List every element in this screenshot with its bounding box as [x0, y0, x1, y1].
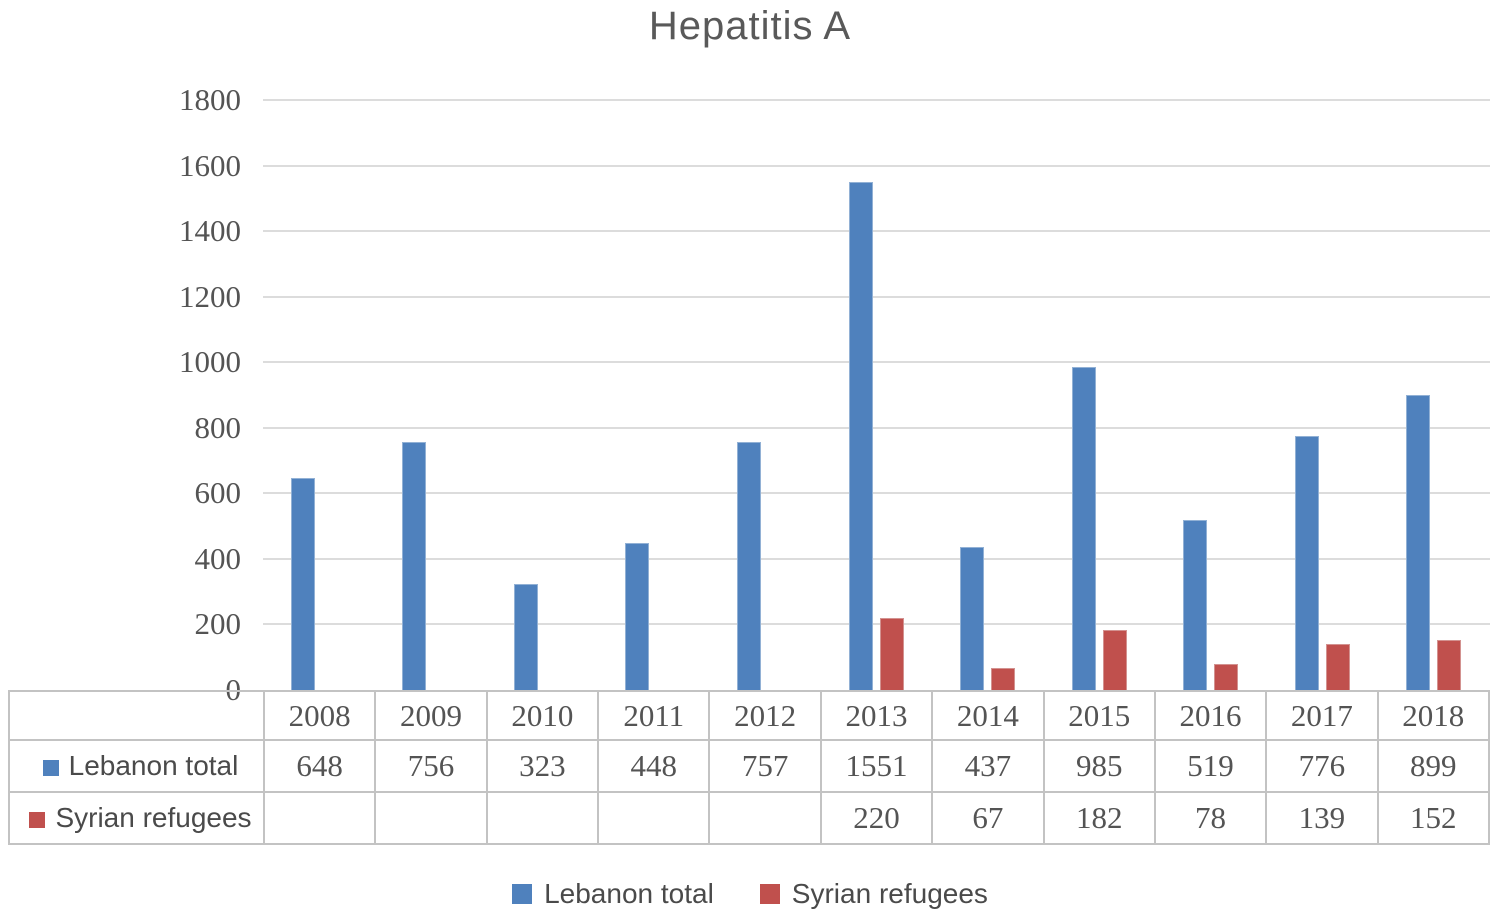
value-syrian-refugees-2017: 139 — [1265, 791, 1379, 845]
bar-syrian-refugees-2013 — [880, 618, 904, 690]
y-axis-label-600: 600 — [194, 475, 242, 511]
x-axis-label-2011: 2011 — [597, 690, 711, 741]
value-syrian-refugees-2015: 182 — [1042, 791, 1156, 845]
bar-lebanon-total-2009 — [402, 442, 426, 690]
y-axis-label-1600: 1600 — [179, 147, 241, 183]
x-axis-label-2016: 2016 — [1153, 690, 1268, 741]
table-corner-cell — [8, 690, 265, 741]
chart-title: Hepatitis A — [648, 4, 852, 48]
table-row-lebanon-total: Lebanon total 648 756 323 448 757 1551 437 985 51… — [8, 739, 1491, 793]
y-axis-label-1200: 1200 — [179, 278, 241, 314]
bar-syrian-refugees-2016 — [1214, 664, 1238, 690]
series-label-syrian-refugees: Syrian refugees — [8, 791, 265, 845]
x-axis-label-2008: 2008 — [262, 690, 377, 741]
bar-syrian-refugees-2015 — [1103, 630, 1127, 690]
bar-lebanon-total-2011 — [625, 543, 649, 690]
x-axis-label-2012: 2012 — [708, 690, 822, 741]
value-lebanon-total-2016: 519 — [1153, 739, 1268, 793]
bar-syrian-refugees-2017 — [1326, 644, 1350, 690]
gridline-1200 — [263, 295, 1490, 298]
legend-item-syrian-refugees: Syrian refugees — [759, 878, 988, 910]
x-axis-label-2015: 2015 — [1042, 690, 1156, 741]
gridline-600 — [263, 492, 1490, 495]
value-syrian-refugees-2011 — [597, 791, 711, 845]
value-lebanon-total-2008: 648 — [262, 739, 377, 793]
gridline-1400 — [263, 230, 1490, 233]
gridline-400 — [263, 557, 1490, 560]
y-axis-label-400: 400 — [194, 540, 242, 576]
bar-lebanon-total-2015 — [1072, 367, 1096, 690]
value-lebanon-total-2011: 448 — [597, 739, 711, 793]
series-name: Syrian refugees — [55, 802, 252, 833]
gridline-1800 — [263, 99, 1490, 101]
y-axis-label-1800: 1800 — [179, 82, 241, 117]
bar-lebanon-total-2017 — [1295, 436, 1319, 690]
gridline-800 — [263, 426, 1490, 429]
value-syrian-refugees-2018: 152 — [1376, 791, 1491, 845]
syrian-refugees-legend-swatch-icon — [759, 884, 780, 904]
x-axis-label-2017: 2017 — [1265, 690, 1379, 741]
value-syrian-refugees-2016: 78 — [1153, 791, 1268, 845]
value-lebanon-total-2014: 437 — [931, 739, 1045, 793]
x-axis-label-2010: 2010 — [485, 690, 600, 741]
value-syrian-refugees-2014: 67 — [931, 791, 1045, 845]
bar-lebanon-total-2014 — [960, 547, 984, 690]
bar-syrian-refugees-2018 — [1437, 640, 1461, 690]
value-lebanon-total-2018: 899 — [1376, 739, 1491, 793]
bar-lebanon-total-2008 — [291, 478, 315, 690]
legend-item-lebanon-total: Lebanon total — [512, 878, 714, 910]
table-row-syrian-refugees: Syrian refugees 220 67 182 78 139 152 — [8, 791, 1491, 845]
y-axis-label-1000: 1000 — [179, 344, 241, 380]
value-syrian-refugees-2013: 220 — [819, 791, 934, 845]
bar-lebanon-total-2013 — [849, 182, 873, 690]
gridline-1000 — [263, 361, 1490, 364]
series-label-lebanon-total: Lebanon total — [8, 739, 265, 793]
bar-lebanon-total-2016 — [1183, 520, 1207, 690]
gridline-200 — [263, 623, 1490, 626]
value-syrian-refugees-2012 — [708, 791, 822, 845]
value-lebanon-total-2013: 1551 — [819, 739, 934, 793]
series-name: Lebanon total — [68, 750, 239, 781]
x-axis-label-2013: 2013 — [819, 690, 934, 741]
legend: Lebanon total Syrian refugees — [0, 872, 1500, 916]
x-axis-label-2009: 2009 — [374, 690, 488, 741]
syrian-refugees-swatch-icon — [29, 812, 46, 828]
bar-lebanon-total-2012 — [737, 442, 761, 690]
value-lebanon-total-2015: 985 — [1042, 739, 1156, 793]
y-axis-label-200: 200 — [194, 606, 242, 642]
lebanon-total-swatch-icon — [42, 760, 59, 776]
x-axis-label-2018: 2018 — [1376, 690, 1491, 741]
value-lebanon-total-2009: 756 — [374, 739, 488, 793]
value-lebanon-total-2012: 757 — [708, 739, 822, 793]
bar-syrian-refugees-2014 — [991, 668, 1015, 690]
value-syrian-refugees-2009 — [374, 791, 488, 845]
gridline-1600 — [263, 164, 1490, 167]
value-syrian-refugees-2008 — [262, 791, 377, 845]
bar-lebanon-total-2010 — [514, 584, 538, 690]
data-table: 2008 2009 2010 2011 2012 2013 2014 2015 2016 2017… — [8, 690, 1491, 845]
bar-lebanon-total-2018 — [1406, 395, 1430, 690]
y-axis-label-800: 800 — [194, 409, 242, 445]
x-axis-label-2014: 2014 — [931, 690, 1045, 741]
value-syrian-refugees-2010 — [485, 791, 600, 845]
y-axis-label-1400: 1400 — [179, 213, 241, 249]
value-lebanon-total-2017: 776 — [1265, 739, 1379, 793]
legend-label: Lebanon total — [544, 878, 714, 909]
table-row-years: 2008 2009 2010 2011 2012 2013 2014 2015 2016 2017… — [8, 690, 1491, 741]
lebanon-total-legend-swatch-icon — [512, 884, 533, 904]
value-lebanon-total-2010: 323 — [485, 739, 600, 793]
legend-label: Syrian refugees — [791, 878, 988, 909]
